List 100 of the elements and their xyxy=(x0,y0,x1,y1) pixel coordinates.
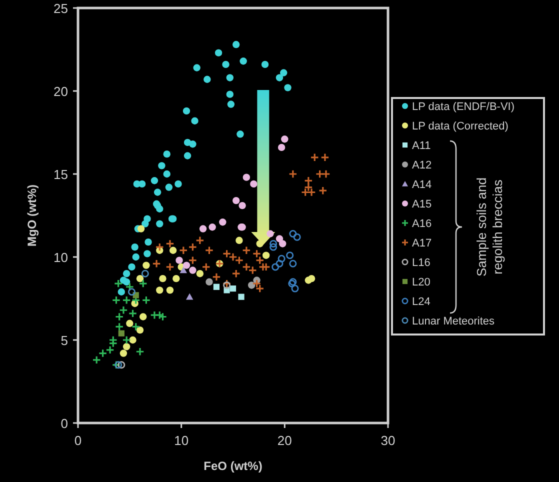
point xyxy=(280,69,288,76)
y-axis-title: MgO (wt%) xyxy=(25,184,39,246)
point xyxy=(182,107,190,115)
point xyxy=(202,262,211,272)
point xyxy=(206,278,213,286)
point xyxy=(238,202,246,210)
legend-label: A15 xyxy=(412,198,432,210)
point xyxy=(158,162,166,170)
point xyxy=(144,238,152,246)
point xyxy=(281,136,288,143)
y-tick-label: 15 xyxy=(54,167,68,182)
point xyxy=(322,170,330,178)
point xyxy=(188,242,198,252)
point xyxy=(131,243,138,251)
point xyxy=(227,100,235,108)
y-tick-label: 5 xyxy=(60,333,68,348)
point xyxy=(125,282,134,292)
point xyxy=(236,236,243,244)
point xyxy=(293,233,301,241)
point xyxy=(270,243,278,251)
point xyxy=(286,252,294,260)
y-tick-label: 0 xyxy=(60,416,68,431)
point xyxy=(193,64,200,72)
point xyxy=(242,246,251,255)
point xyxy=(308,274,316,282)
legend-label: A14 xyxy=(412,179,432,191)
point xyxy=(156,220,164,228)
point xyxy=(140,313,147,320)
point xyxy=(152,259,161,268)
point xyxy=(186,293,194,300)
point xyxy=(232,40,240,48)
point xyxy=(236,130,244,138)
point xyxy=(144,250,151,258)
point xyxy=(191,117,198,124)
point xyxy=(182,262,190,269)
point xyxy=(184,152,192,160)
x-tick-label: 0 xyxy=(74,433,82,448)
point xyxy=(120,350,128,357)
point xyxy=(250,180,258,188)
point xyxy=(166,262,174,272)
point xyxy=(112,360,121,370)
point xyxy=(138,279,148,288)
point xyxy=(189,266,196,274)
point xyxy=(179,246,188,255)
point xyxy=(122,270,130,278)
point xyxy=(189,140,196,148)
point xyxy=(238,294,244,300)
point xyxy=(128,288,136,296)
point xyxy=(114,312,124,322)
point xyxy=(118,361,126,369)
point xyxy=(136,326,144,334)
point xyxy=(278,144,286,152)
point xyxy=(142,220,149,228)
point xyxy=(256,240,264,248)
point xyxy=(272,263,280,271)
point xyxy=(155,242,164,252)
point xyxy=(166,239,174,248)
point xyxy=(131,322,140,332)
point xyxy=(112,296,121,305)
point xyxy=(165,184,173,191)
point xyxy=(270,240,278,248)
point xyxy=(150,177,158,184)
point xyxy=(199,225,207,232)
point xyxy=(248,282,256,289)
point xyxy=(304,176,313,186)
legend-label: A12 xyxy=(412,160,432,172)
point xyxy=(118,288,125,296)
point xyxy=(136,274,144,282)
point xyxy=(172,274,180,282)
point xyxy=(142,262,150,269)
point xyxy=(310,153,320,162)
point xyxy=(226,90,234,98)
point xyxy=(119,306,128,315)
point xyxy=(213,284,220,290)
x-axis-title: FeO (wt%) xyxy=(204,459,262,473)
text: Sample soils and regolith breccias xyxy=(474,178,505,276)
legend-label: Lunar Meteorites xyxy=(412,316,496,328)
point xyxy=(163,150,170,158)
legend-label: L16 xyxy=(412,257,430,269)
point xyxy=(106,346,114,354)
point xyxy=(214,49,222,56)
point xyxy=(288,170,298,178)
point xyxy=(136,347,144,356)
point xyxy=(315,170,324,178)
point xyxy=(142,296,151,305)
point xyxy=(261,60,269,68)
point xyxy=(150,310,159,320)
point xyxy=(128,263,136,271)
point xyxy=(196,270,204,278)
point xyxy=(240,58,247,65)
point xyxy=(137,225,145,232)
point xyxy=(266,230,274,238)
point xyxy=(289,230,297,238)
point xyxy=(204,76,211,83)
legend-label: A16 xyxy=(412,218,432,230)
point xyxy=(204,246,214,255)
point xyxy=(126,320,134,327)
legend-label: L24 xyxy=(412,296,430,308)
point xyxy=(279,240,286,248)
point xyxy=(122,343,130,350)
